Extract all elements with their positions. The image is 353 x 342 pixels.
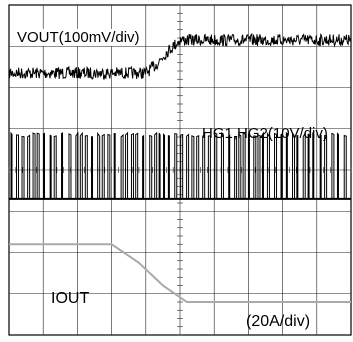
series-vout-trace — [8, 32, 352, 80]
vout-label: VOUT(100mV/div) — [15, 29, 142, 46]
iout-label: IOUT — [51, 290, 90, 307]
iout-scale-label: (20A/div) — [246, 313, 311, 330]
hg-label: HG1,HG2(10V/div) — [202, 125, 328, 142]
series-iout-trace — [9, 243, 351, 303]
